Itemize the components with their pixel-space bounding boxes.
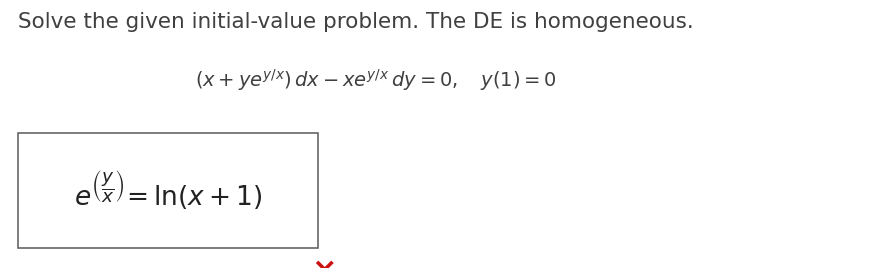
Bar <box>18 133 317 248</box>
Text: $\mathbf{\times}$: $\mathbf{\times}$ <box>311 255 334 268</box>
Text: Solve the given initial-value problem. The DE is homogeneous.: Solve the given initial-value problem. T… <box>18 12 693 32</box>
Text: $e^{\left(\dfrac{y}{x}\right)}\!=\ln(x+1)$: $e^{\left(\dfrac{y}{x}\right)}\!=\ln(x+1… <box>73 169 262 211</box>
Text: $(x + ye^{y/x})\,dx - xe^{y/x}\,dy = 0, \quad y(1) = 0$: $(x + ye^{y/x})\,dx - xe^{y/x}\,dy = 0, … <box>195 67 556 93</box>
